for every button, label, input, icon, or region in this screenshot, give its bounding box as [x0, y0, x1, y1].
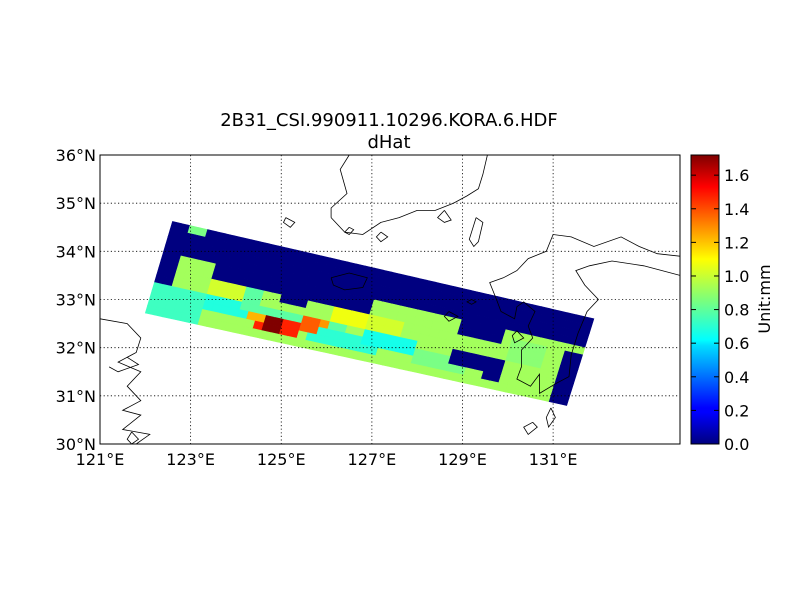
figure-title-line2: dHat	[367, 132, 410, 153]
colorbar-tick-label: 0.0	[724, 435, 749, 454]
latitude-tick-label: 32°N	[56, 339, 96, 358]
colorbar-ticks: 0.0 0.2 0.4 0.6 0.8 1.0 1.2 1.4 1.6	[691, 166, 749, 454]
colorbar-tick-label: 1.2	[724, 233, 749, 252]
longitude-tick-label: 131°E	[529, 450, 578, 469]
coastline	[108, 356, 140, 373]
latitude-tick-label: 34°N	[56, 242, 96, 261]
coastline	[375, 231, 389, 243]
coastline	[282, 217, 296, 228]
colorbar-tick-label: 0.8	[724, 301, 749, 320]
coastline	[100, 318, 151, 444]
figure-title-line1: 2B31_CSI.990911.10296.KORA.6.HDF	[220, 110, 558, 131]
coastline	[489, 234, 680, 395]
coastline	[344, 226, 355, 235]
swath-data	[144, 221, 595, 406]
coastline	[523, 421, 538, 435]
longitude-tick-label: 123°E	[166, 450, 215, 469]
colorbar: 0.0 0.2 0.4 0.6 0.8 1.0 1.2 1.4 1.6 Unit:mm	[690, 154, 774, 454]
map-area	[100, 155, 680, 444]
latitude-tick-label: 33°N	[56, 291, 96, 310]
colorbar-tick-label: 0.2	[724, 401, 749, 420]
longitude-tick-label: 121°E	[76, 450, 125, 469]
coastline	[126, 431, 140, 444]
coastline	[330, 272, 368, 291]
coastline	[511, 330, 525, 344]
coastline	[443, 311, 459, 322]
axis-tick-labels: 121°E 123°E 125°E 127°E 129°E 131°E 30°N 31°N 32…	[56, 146, 578, 469]
colorbar-tick-label: 1.4	[724, 200, 749, 219]
colorbar-tick-label: 1.6	[724, 166, 749, 185]
map-frame	[99, 154, 681, 445]
coastline	[330, 155, 488, 235]
coastline	[468, 217, 484, 248]
coastline	[545, 407, 556, 429]
coastline	[436, 210, 452, 223]
latitude-tick-label: 35°N	[56, 194, 96, 213]
latitude-tick-label: 30°N	[56, 435, 96, 454]
colorbar-tick-label: 1.0	[724, 267, 749, 286]
latitude-tick-label: 31°N	[56, 387, 96, 406]
colorbar-tick-label: 0.4	[724, 368, 749, 387]
colorbar-label: Unit:mm	[755, 264, 774, 333]
coastline	[466, 299, 477, 305]
longitude-tick-label: 127°E	[348, 450, 397, 469]
longitude-tick-label: 125°E	[257, 450, 306, 469]
latitude-tick-label: 36°N	[56, 146, 96, 165]
colorbar-gradient	[690, 154, 720, 445]
swath-cell	[557, 395, 570, 406]
longitude-tick-label: 129°E	[438, 450, 487, 469]
graticule	[100, 155, 680, 444]
colorbar-tick-label: 0.6	[724, 334, 749, 353]
coastlines	[100, 155, 680, 444]
